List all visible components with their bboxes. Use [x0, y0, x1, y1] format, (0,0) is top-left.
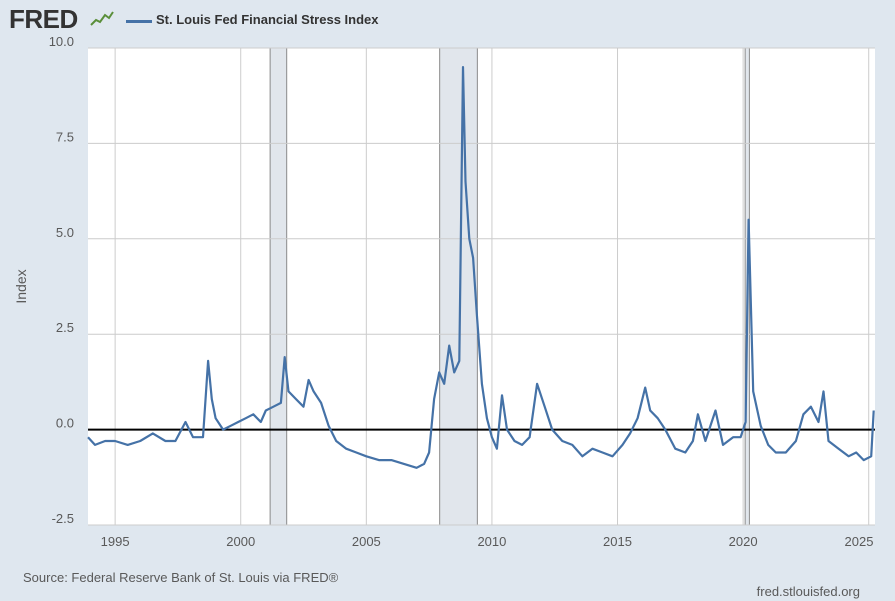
chart-header: FRED St. Louis Fed Financial Stress Inde… [0, 0, 895, 40]
site-url-link[interactable]: fred.stlouisfed.org [756, 584, 860, 599]
fred-graph-icon [90, 10, 114, 28]
y-axis-label: Index [13, 269, 29, 303]
y-tick-label: 7.5 [56, 129, 74, 144]
x-tick-label: 2000 [226, 534, 255, 549]
x-tick-label: 2005 [352, 534, 381, 549]
plot-area [88, 48, 875, 525]
recession-band-1 [439, 47, 478, 526]
x-axis-ticks: 1995 2000 2005 2010 2015 2020 2025 [101, 534, 874, 549]
x-tick-label: 2015 [603, 534, 632, 549]
legend-swatch [126, 20, 152, 23]
x-tick-label: 2020 [729, 534, 758, 549]
legend-series-label[interactable]: St. Louis Fed Financial Stress Index [156, 12, 379, 27]
recession-band-0 [269, 47, 288, 526]
y-tick-label: 5.0 [56, 225, 74, 240]
y-tick-label: 2.5 [56, 320, 74, 335]
x-tick-label: 2010 [477, 534, 506, 549]
y-axis-ticks: 10.0 7.5 5.0 2.5 0.0 -2.5 [49, 34, 74, 526]
fred-logo[interactable]: FRED [9, 4, 78, 34]
y-tick-label: 10.0 [49, 34, 74, 49]
series-line [87, 66, 875, 469]
y-tick-label: -2.5 [52, 511, 74, 526]
y-tick-label: 0.0 [56, 416, 74, 431]
x-tick-label: 2025 [845, 534, 874, 549]
x-tick-label: 1995 [101, 534, 130, 549]
source-note: Source: Federal Reserve Bank of St. Loui… [23, 570, 339, 585]
